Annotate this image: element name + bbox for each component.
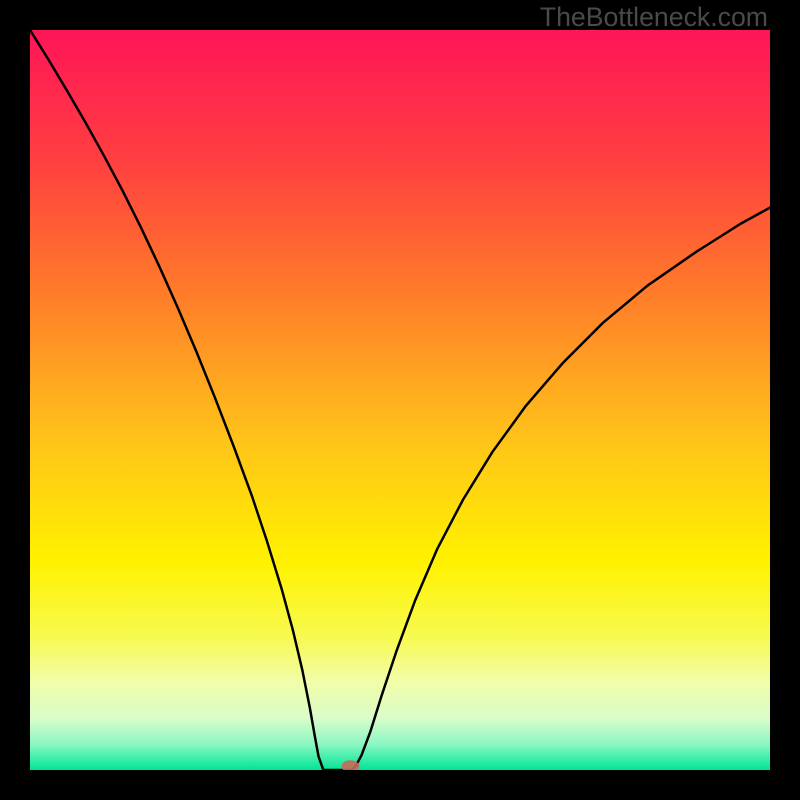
watermark-label: TheBottleneck.com <box>540 2 768 33</box>
bottleneck-chart: TheBottleneck.com <box>0 0 800 800</box>
plot-background <box>30 30 770 770</box>
chart-svg <box>0 0 800 800</box>
chart-frame <box>0 0 800 800</box>
